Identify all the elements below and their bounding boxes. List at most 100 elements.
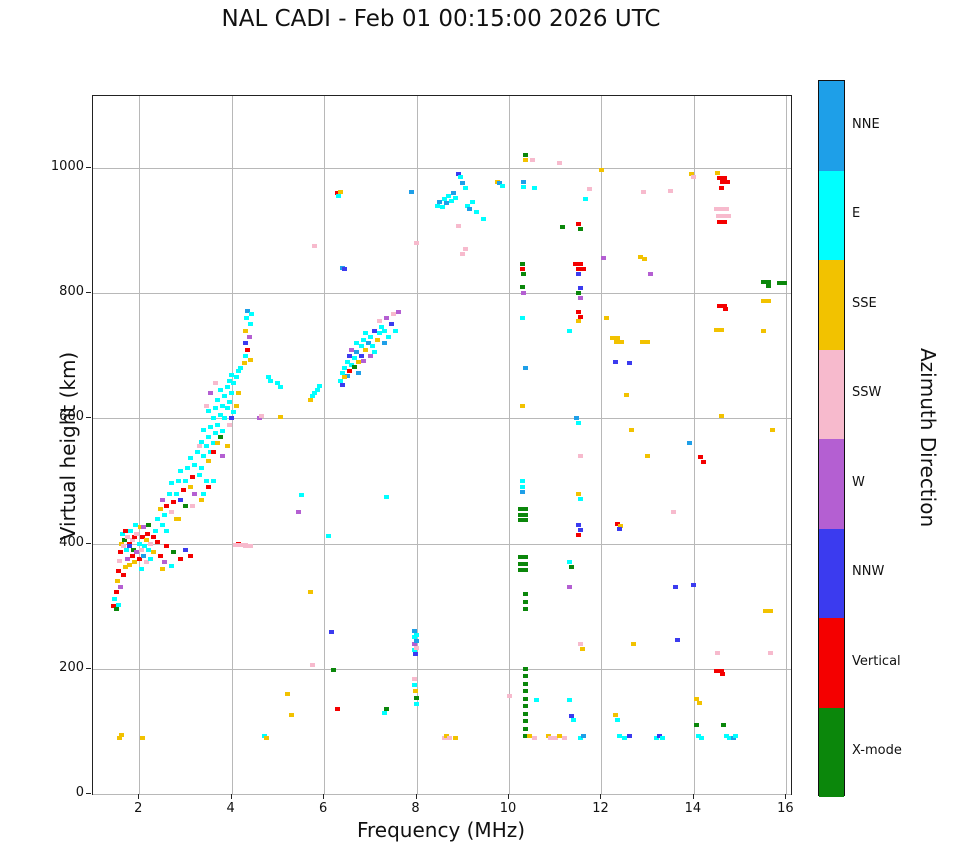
data-point bbox=[522, 153, 528, 158]
data-point bbox=[125, 556, 131, 561]
data-point bbox=[212, 381, 218, 386]
data-point bbox=[275, 381, 281, 386]
data-point bbox=[457, 174, 463, 179]
data-point bbox=[534, 698, 540, 703]
data-point bbox=[522, 158, 528, 163]
data-point bbox=[113, 590, 119, 595]
data-point bbox=[143, 537, 149, 542]
data-point bbox=[317, 383, 322, 388]
data-point bbox=[575, 532, 581, 537]
data-point bbox=[522, 719, 528, 724]
data-point bbox=[247, 357, 253, 362]
data-point bbox=[520, 478, 526, 483]
data-point bbox=[129, 554, 135, 559]
data-point bbox=[386, 335, 392, 339]
data-point bbox=[157, 506, 163, 511]
data-point bbox=[233, 542, 249, 547]
data-point bbox=[169, 481, 175, 486]
data-point bbox=[448, 198, 454, 203]
data-point bbox=[517, 507, 528, 512]
data-point bbox=[575, 309, 581, 314]
x-gridline bbox=[139, 96, 141, 794]
data-point bbox=[328, 630, 334, 635]
data-point bbox=[414, 241, 420, 246]
data-point bbox=[719, 413, 725, 418]
data-point bbox=[206, 485, 212, 490]
data-point bbox=[640, 189, 646, 194]
data-point bbox=[148, 541, 154, 546]
y-tick-mark bbox=[86, 166, 91, 168]
data-point bbox=[598, 168, 604, 173]
data-point bbox=[157, 554, 163, 559]
data-point bbox=[657, 734, 663, 739]
data-point bbox=[721, 723, 727, 728]
data-point bbox=[113, 606, 119, 611]
data-point bbox=[624, 392, 630, 397]
data-point bbox=[566, 328, 572, 333]
data-point bbox=[187, 456, 193, 461]
y-gridline bbox=[93, 668, 791, 670]
data-point bbox=[222, 393, 228, 398]
data-point bbox=[119, 733, 125, 738]
data-point bbox=[612, 360, 618, 365]
data-point bbox=[521, 291, 527, 296]
data-point bbox=[159, 566, 165, 571]
data-point bbox=[122, 529, 128, 534]
x-gridline bbox=[786, 96, 788, 794]
data-point bbox=[531, 186, 537, 191]
data-point bbox=[159, 497, 165, 502]
data-point bbox=[517, 567, 528, 572]
data-point bbox=[192, 491, 198, 496]
data-point bbox=[388, 322, 394, 327]
data-point bbox=[122, 565, 128, 570]
data-point bbox=[206, 408, 212, 413]
data-point bbox=[578, 735, 584, 740]
data-point bbox=[499, 183, 505, 188]
data-point bbox=[566, 585, 572, 590]
data-point bbox=[413, 689, 419, 694]
y-tick-label: 800 bbox=[59, 284, 84, 300]
colorbar-segment-sse bbox=[819, 260, 844, 350]
data-point bbox=[626, 734, 632, 739]
data-point bbox=[247, 322, 253, 327]
data-point bbox=[517, 512, 528, 517]
data-point bbox=[760, 279, 771, 284]
data-point bbox=[208, 425, 214, 430]
data-point bbox=[411, 676, 417, 681]
x-gridline bbox=[324, 96, 326, 794]
data-point bbox=[573, 262, 584, 267]
data-point bbox=[559, 224, 565, 229]
data-point bbox=[114, 579, 120, 584]
data-point bbox=[520, 490, 526, 495]
data-point bbox=[356, 371, 362, 376]
data-point bbox=[243, 328, 249, 333]
data-point bbox=[298, 492, 304, 497]
data-point bbox=[698, 735, 704, 740]
data-point bbox=[691, 174, 697, 179]
y-tick-mark bbox=[86, 542, 91, 544]
x-tick-mark bbox=[600, 794, 602, 799]
data-point bbox=[691, 582, 697, 587]
data-point bbox=[568, 714, 574, 719]
data-point bbox=[720, 179, 731, 184]
data-point bbox=[575, 222, 581, 227]
y-tick-label: 1000 bbox=[50, 158, 84, 174]
colorbar-label-x-mode: X-mode bbox=[852, 743, 902, 759]
data-point bbox=[199, 466, 205, 471]
data-point bbox=[342, 267, 348, 272]
data-point bbox=[224, 385, 230, 390]
data-point bbox=[520, 284, 526, 289]
data-point bbox=[337, 189, 343, 194]
data-point bbox=[210, 441, 216, 446]
data-point bbox=[381, 328, 387, 333]
data-point bbox=[150, 535, 156, 540]
data-point bbox=[520, 316, 526, 321]
data-point bbox=[462, 247, 468, 252]
data-point bbox=[210, 450, 216, 455]
data-point bbox=[462, 186, 468, 191]
colorbar-label-sse: SSE bbox=[852, 295, 877, 311]
data-point bbox=[222, 416, 228, 421]
y-gridline bbox=[93, 293, 791, 295]
data-point bbox=[521, 179, 527, 184]
data-point bbox=[367, 335, 373, 339]
